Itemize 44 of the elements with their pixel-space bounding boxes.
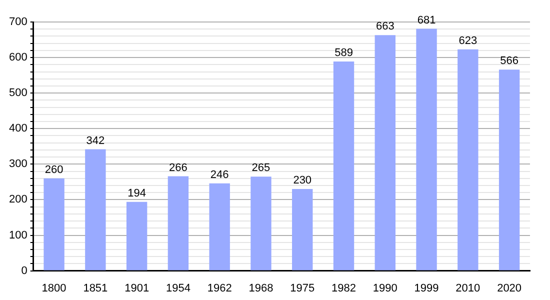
bar <box>374 35 396 270</box>
y-tick-label: 500 <box>8 87 28 100</box>
bar <box>416 28 437 270</box>
bar <box>458 49 478 270</box>
y-tick-label: 700 <box>8 16 28 28</box>
y-tick-label: 300 <box>8 158 28 170</box>
bar <box>498 70 520 270</box>
data-label: 266 <box>169 162 188 174</box>
x-tick-label: 1851 <box>83 282 108 294</box>
data-label: 246 <box>210 168 229 181</box>
y-tick-label: 100 <box>8 229 28 242</box>
bar <box>44 178 64 270</box>
x-tick-label: 1954 <box>166 282 190 294</box>
data-label: 230 <box>293 174 312 187</box>
data-label: 265 <box>252 162 270 174</box>
y-tick-label: 400 <box>8 122 28 135</box>
x-tick-label: 1968 <box>248 282 274 294</box>
data-label: 623 <box>458 34 478 47</box>
data-label: 566 <box>500 55 518 68</box>
y-tick-label: 200 <box>8 194 28 206</box>
bar <box>292 189 313 270</box>
x-tick-label: 1901 <box>124 282 150 294</box>
data-label: 260 <box>44 164 64 176</box>
bar <box>168 176 189 270</box>
y-tick-label: 0 <box>21 264 28 277</box>
data-label: 342 <box>86 134 105 147</box>
bar <box>250 176 272 270</box>
data-label: 589 <box>334 46 353 59</box>
bar <box>333 61 354 270</box>
x-tick-label: 1999 <box>414 282 439 294</box>
bar <box>85 149 106 270</box>
x-tick-label: 1990 <box>372 282 398 294</box>
x-tick-label: 2010 <box>456 282 480 294</box>
data-label: 663 <box>376 20 394 33</box>
x-tick-label: 2020 <box>497 282 522 294</box>
x-tick-label: 1975 <box>290 282 315 294</box>
data-label: 681 <box>417 14 436 26</box>
x-tick-label: 1800 <box>42 282 66 294</box>
bar <box>209 183 230 270</box>
x-tick-label: 1982 <box>332 282 356 294</box>
x-tick-label: 1962 <box>207 282 232 294</box>
data-label: 194 <box>128 187 146 200</box>
bar <box>126 202 148 270</box>
y-tick-label: 600 <box>8 52 28 64</box>
